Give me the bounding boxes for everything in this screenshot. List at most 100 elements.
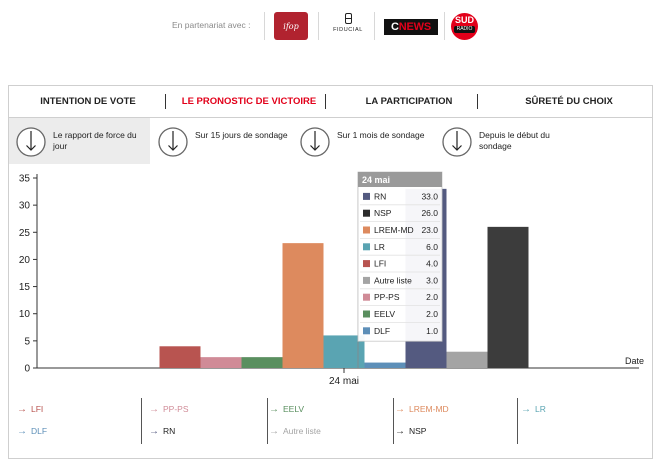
- legend-item-autre-liste[interactable]: → Autre liste: [269, 424, 321, 438]
- legend-label: LFI: [31, 404, 44, 414]
- partner-divider: [444, 12, 445, 40]
- arrow-right-icon: →: [149, 404, 159, 415]
- tooltip-swatch: [363, 310, 370, 318]
- period-label: Depuis le début du sondage: [479, 130, 550, 151]
- tab-pronostic-de-victoire[interactable]: LE PRONOSTIC DE VICTOIRE: [181, 96, 317, 107]
- clock-icon: [299, 126, 331, 158]
- tooltip-row-name: RN: [374, 191, 386, 201]
- tooltip-row-value: 4.0: [426, 259, 438, 269]
- legend-separator: [267, 398, 268, 444]
- bar-pp-ps: [200, 357, 242, 368]
- sud-radio-logo-top: SUD: [454, 15, 474, 25]
- y-tick-label: 5: [24, 336, 30, 347]
- legend-label: LR: [535, 404, 546, 414]
- legend-item-nsp[interactable]: → NSP: [395, 424, 426, 438]
- bar-lrem-md: [282, 243, 324, 368]
- tooltip-row-name: LR: [374, 242, 385, 252]
- arrow-right-icon: →: [521, 404, 531, 415]
- tooltip-row-value: 3.0: [426, 275, 438, 285]
- ifop-logo[interactable]: ifop: [274, 12, 308, 40]
- legend-item-dlf[interactable]: → DLF: [17, 424, 47, 438]
- bar-chart: 0 5 10 15 20 25 30 35 Date 24 mai 24 mai RN 33.0 NSP 2…: [9, 166, 652, 388]
- legend-label: DLF: [31, 426, 48, 436]
- x-axis-label: Date: [625, 356, 644, 366]
- sud-radio-logo[interactable]: SUD RADIO: [451, 13, 478, 40]
- tab-separator: [477, 94, 478, 109]
- tooltip-row-name: PP-PS: [374, 292, 400, 302]
- y-tick-label: 10: [19, 309, 31, 320]
- legend-label: PP-PS: [163, 404, 189, 414]
- bar-autre-liste: [446, 351, 488, 368]
- tooltip-swatch: [363, 293, 370, 301]
- tooltip-row-value: 1.0: [426, 326, 438, 336]
- legend-item-lfi[interactable]: → LFI: [17, 402, 43, 416]
- tab-participation[interactable]: LA PARTICIPATION: [365, 96, 453, 107]
- bar-eelv: [241, 357, 283, 368]
- y-tick-label: 15: [19, 282, 31, 293]
- arrow-right-icon: →: [17, 404, 27, 415]
- tooltip-swatch: [363, 192, 370, 200]
- tab-surete-du-choix[interactable]: SÛRETÉ DU CHOIX: [525, 96, 613, 107]
- legend-label: NSP: [409, 426, 427, 436]
- period-selector: Le rapport de force du jour Sur 15 jours…: [9, 118, 652, 164]
- chart-canvas: 0 5 10 15 20 25 30 35 Date 24 mai 24 mai RN 33.0 NSP 2…: [19, 171, 644, 387]
- legend-separator: [517, 398, 518, 444]
- legend-item-lrem-md[interactable]: → LREM-MD: [395, 402, 449, 416]
- tab-separator: [165, 94, 166, 109]
- period-label: Sur 1 mois de sondage: [337, 130, 425, 140]
- tooltip-row-value: 2.0: [426, 309, 438, 319]
- tooltip-row-value: 6.0: [426, 242, 438, 252]
- y-tick-label: 35: [19, 174, 31, 185]
- tooltip-swatch: [363, 327, 370, 335]
- tooltip-row-value: 33.0: [421, 191, 438, 201]
- legend-item-pp-ps[interactable]: → PP-PS: [149, 402, 189, 416]
- clock-icon: [157, 126, 189, 158]
- y-tick-label: 30: [19, 201, 31, 212]
- tooltip-row-name: Autre liste: [374, 275, 412, 285]
- x-tick-label: 24 mai: [329, 376, 359, 387]
- period-15-jours[interactable]: Sur 15 jours de sondage: [151, 118, 292, 164]
- partner-intro: En partenariat avec :: [172, 20, 251, 30]
- fiducial-icon: [344, 13, 352, 24]
- poll-widget: INTENTION DE VOTE LE PRONOSTIC DE VICTOI…: [8, 85, 653, 459]
- cnews-logo[interactable]: C NEWS: [384, 19, 438, 35]
- tab-bar: INTENTION DE VOTE LE PRONOSTIC DE VICTOI…: [9, 86, 652, 118]
- legend-separator: [141, 398, 142, 444]
- tooltip-row-value: 26.0: [421, 208, 438, 218]
- y-tick-label: 25: [19, 228, 31, 239]
- arrow-right-icon: →: [149, 426, 159, 437]
- tooltip-row-value: 23.0: [421, 225, 438, 235]
- tooltip-swatch: [363, 243, 370, 251]
- period-1-mois[interactable]: Sur 1 mois de sondage: [293, 118, 434, 164]
- tooltip-row-name: LFI: [374, 259, 386, 269]
- fiducial-logo[interactable]: FIDUCIAL: [330, 13, 366, 41]
- arrow-right-icon: →: [269, 426, 279, 437]
- period-depuis-le-debut[interactable]: Depuis le début du sondage: [435, 118, 576, 164]
- period-rapport-du-jour[interactable]: Le rapport de force du jour: [9, 118, 150, 164]
- clock-icon: [441, 126, 473, 158]
- arrow-right-icon: →: [17, 426, 27, 437]
- tooltip-row-name: NSP: [374, 208, 392, 218]
- tooltip-swatch: [363, 276, 370, 284]
- cnews-logo-text: NEWS: [398, 21, 431, 33]
- tooltip-swatch: [363, 209, 370, 217]
- bar-lfi: [159, 346, 201, 368]
- tooltip-title: 24 mai: [362, 175, 390, 185]
- tooltip-header: [358, 172, 442, 187]
- legend-label: EELV: [283, 404, 305, 414]
- arrow-right-icon: →: [269, 404, 279, 415]
- partner-divider: [318, 12, 319, 40]
- cnews-logo-c: C: [391, 21, 399, 33]
- y-tick-label: 20: [19, 255, 31, 266]
- sud-radio-logo-bottom: RADIO: [454, 26, 475, 33]
- partner-strip: En partenariat avec : ifop FIDUCIAL C NEW…: [0, 10, 661, 40]
- chart-legend: → LFI → PP-PS → EELV → LREM-MD → LR → DLF → RN → Autre …: [9, 392, 652, 458]
- tooltip-row-name: DLF: [374, 326, 390, 336]
- legend-item-lr[interactable]: → LR: [521, 402, 546, 416]
- tab-separator: [325, 94, 326, 109]
- legend-item-eelv[interactable]: → EELV: [269, 402, 304, 416]
- partner-divider: [374, 12, 375, 40]
- partner-divider: [264, 12, 265, 40]
- legend-item-rn[interactable]: → RN: [149, 424, 175, 438]
- tab-intention-de-vote[interactable]: INTENTION DE VOTE: [40, 96, 136, 107]
